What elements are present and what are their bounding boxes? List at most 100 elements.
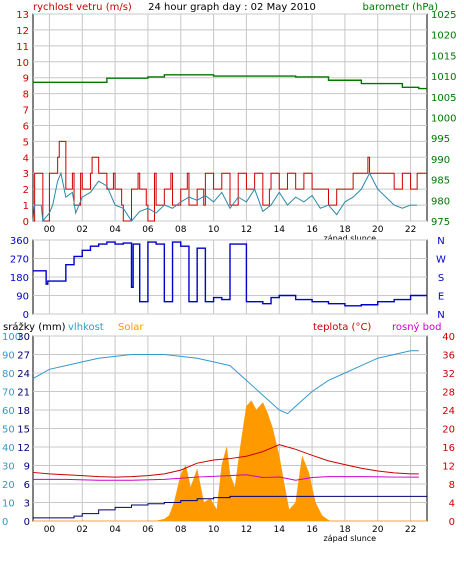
temperature-axis-label: teplota (°C) — [313, 322, 371, 333]
precip-y-tick-label: 21 — [17, 388, 30, 399]
wind-y-tick-label: 3 — [23, 169, 29, 180]
temperature-y-tick-label: 40 — [442, 332, 455, 343]
compass-label: N — [437, 310, 444, 321]
wind-y-tick-label: 0 — [23, 217, 29, 228]
temperature-y-tick-label: 0 — [449, 517, 455, 528]
humidity-y-tick-label: 90 — [2, 351, 15, 362]
x-tick-label: 08 — [175, 525, 187, 535]
barometer-axis-label: barometr (hPa) — [363, 2, 439, 13]
pressure-series-line — [33, 74, 427, 90]
direction-y-tick-label: 180 — [10, 273, 29, 284]
pressure-y-tick-label: 1010 — [431, 72, 456, 83]
temperature-y-tick-label: 20 — [442, 425, 455, 436]
precip-y-tick-label: 3 — [24, 499, 30, 510]
x-tick-label: 06 — [142, 225, 154, 235]
pressure-y-tick-label: 1005 — [431, 93, 456, 104]
precip-y-tick-label: 6 — [24, 480, 30, 491]
x-tick-label: 02 — [77, 525, 88, 535]
x-tick-label: 20 — [372, 525, 384, 535]
temperature-y-tick-label: 28 — [442, 388, 455, 399]
wind-pressure-panel: 0123456789101112139759809859909951000100… — [16, 10, 456, 243]
wind-y-tick-label: 1 — [23, 201, 29, 212]
x-tick-label: 18 — [339, 225, 351, 235]
x-tick-label: 12 — [241, 525, 252, 535]
humidity-y-tick-label: 10 — [2, 499, 15, 510]
compass-label: S — [438, 273, 444, 284]
chart-title: 24 hour graph day : 02 May 2010 — [148, 2, 316, 13]
x-tick-label: 18 — [339, 525, 351, 535]
wind-average-series-line — [32, 171, 418, 223]
wind-y-tick-label: 4 — [23, 153, 29, 164]
x-tick-label: 10 — [208, 525, 220, 535]
pressure-y-tick-label: 980 — [431, 196, 450, 207]
x-tick-label: 22 — [405, 225, 416, 235]
wind-y-tick-label: 5 — [23, 137, 29, 148]
x-tick-label: 14 — [274, 225, 286, 235]
pressure-y-tick-label: 995 — [431, 134, 450, 145]
direction-y-tick-label: 360 — [10, 236, 29, 247]
x-tick-label: 06 — [142, 525, 154, 535]
temperature-y-tick-label: 8 — [449, 480, 455, 491]
x-tick-label: 12 — [241, 225, 252, 235]
humidity-y-tick-label: 100 — [2, 332, 21, 343]
direction-y-tick-label: 270 — [10, 255, 29, 266]
wind-axis-label: rychlost vetru (m/s) — [33, 2, 132, 13]
precip-axis-label: srážky (mm) — [3, 321, 66, 333]
x-tick-label: 14 — [274, 525, 286, 535]
pressure-y-tick-label: 985 — [431, 176, 450, 187]
temperature-y-tick-label: 4 — [449, 499, 455, 510]
solar-axis-label: Solar — [118, 322, 144, 333]
humidity-y-tick-label: 0 — [2, 517, 8, 528]
precip-y-tick-label: 18 — [17, 406, 30, 417]
wind-y-tick-label: 7 — [23, 106, 29, 117]
precip-y-tick-label: 15 — [17, 425, 30, 436]
x-tick-label: 08 — [175, 225, 187, 235]
x-tick-label: 04 — [109, 525, 121, 535]
precip-y-tick-label: 0 — [24, 517, 30, 528]
wind-y-tick-label: 6 — [23, 121, 29, 132]
temperature-y-tick-label: 32 — [442, 369, 455, 380]
x-tick-label: 22 — [405, 525, 416, 535]
precip-y-tick-label: 27 — [17, 351, 30, 362]
compass-label: E — [438, 292, 444, 303]
precip-y-tick-label: 12 — [17, 443, 30, 454]
direction-y-tick-label: 0 — [23, 310, 29, 321]
humidity-y-tick-label: 40 — [2, 443, 15, 454]
x-tick-label: 00 — [44, 225, 56, 235]
pressure-y-tick-label: 1000 — [431, 114, 456, 125]
wind-y-tick-label: 8 — [23, 90, 29, 101]
wind-y-tick-label: 12 — [16, 26, 29, 37]
compass-label: W — [436, 255, 446, 266]
x-tick-label: 00 — [44, 525, 56, 535]
sunset-label: západ slunce — [324, 234, 377, 243]
humidity-y-tick-label: 30 — [2, 462, 15, 473]
dewpoint-series-line — [33, 474, 419, 481]
pressure-y-tick-label: 975 — [431, 217, 450, 228]
compass-label: N — [437, 236, 444, 247]
wind-y-tick-label: 11 — [16, 42, 29, 53]
temperature-series-line — [32, 444, 419, 478]
pressure-y-tick-label: 990 — [431, 155, 450, 166]
wind-y-tick-label: 2 — [23, 185, 29, 196]
x-tick-label: 20 — [372, 225, 384, 235]
precip-y-tick-label: 9 — [24, 462, 30, 473]
precip-series-line — [33, 495, 427, 519]
precip-y-tick-label: 30 — [17, 332, 30, 343]
humidity-y-tick-label: 50 — [2, 425, 15, 436]
humidity-axis-label: vlhkost — [68, 322, 104, 333]
pressure-y-tick-label: 1015 — [431, 51, 456, 62]
temperature-y-tick-label: 24 — [442, 406, 455, 417]
sunset-label: západ slunce — [324, 534, 377, 543]
humidity-y-tick-label: 60 — [2, 406, 15, 417]
pressure-y-tick-label: 1025 — [431, 10, 456, 21]
x-tick-label: 16 — [306, 525, 318, 535]
precip-y-tick-label: 24 — [17, 369, 30, 380]
wind-direction-series-line — [33, 241, 427, 307]
x-tick-label: 16 — [306, 225, 318, 235]
wind-y-tick-label: 9 — [23, 74, 29, 85]
pressure-y-tick-label: 1020 — [431, 31, 456, 42]
